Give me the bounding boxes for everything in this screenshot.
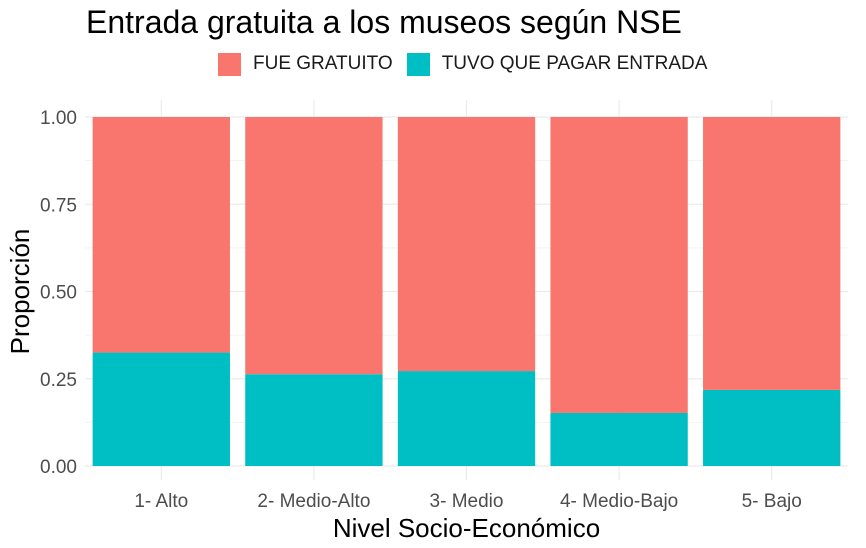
- y-tick-label: 0.50: [40, 283, 77, 304]
- bar-fue-gratuito-2: [245, 117, 383, 375]
- bar-tuvo-que-pagar-2: [245, 374, 383, 466]
- legend-label-gratuito: FUE GRATUITO: [253, 53, 393, 74]
- legend: FUE GRATUITO TUVO QUE PAGAR ENTRADA: [218, 49, 721, 79]
- x-tick-label: 2- Medio-Alto: [257, 491, 370, 512]
- bar-fue-gratuito-4: [550, 117, 688, 413]
- legend-swatch-pagar: [406, 52, 430, 76]
- y-tick-label: 0.25: [40, 370, 77, 391]
- x-tick-label: 5- Bajo: [742, 491, 802, 512]
- legend-item-gratuito: FUE GRATUITO: [218, 52, 393, 76]
- y-tick-label: 0.75: [40, 195, 77, 216]
- x-tick-label: 3- Medio: [430, 491, 504, 512]
- bar-tuvo-que-pagar-4: [550, 412, 688, 466]
- x-tick-label: 1- Alto: [134, 491, 188, 512]
- y-tick-label: 0.00: [40, 457, 77, 478]
- legend-label-pagar: TUVO QUE PAGAR ENTRADA: [441, 53, 708, 74]
- x-axis-title: Nivel Socio-Económico: [333, 513, 600, 543]
- y-tick-label: 1.00: [40, 108, 77, 129]
- bar-tuvo-que-pagar-1: [92, 352, 230, 466]
- legend-item-pagar: TUVO QUE PAGAR ENTRADA: [406, 52, 708, 76]
- bar-tuvo-que-pagar-3: [397, 371, 536, 466]
- legend-swatch-gratuito: [218, 52, 241, 76]
- chart-title: Entrada gratuita a los museos según NSE: [86, 4, 682, 40]
- bar-fue-gratuito-3: [397, 117, 536, 372]
- bar-fue-gratuito-1: [92, 117, 230, 353]
- x-tick-label: 4- Medio-Bajo: [560, 491, 678, 512]
- y-axis-title: Proporción: [5, 229, 35, 355]
- bar-fue-gratuito-5: [703, 117, 841, 390]
- bar-tuvo-que-pagar-5: [703, 389, 841, 466]
